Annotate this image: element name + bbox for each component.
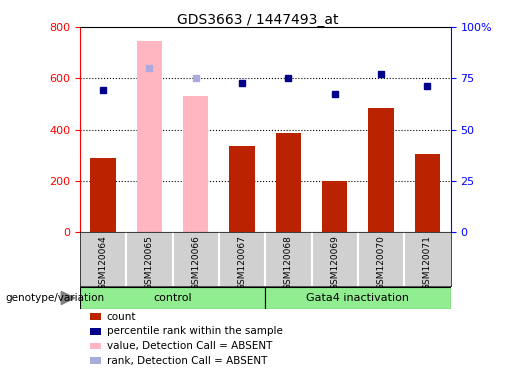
- Polygon shape: [61, 291, 75, 305]
- Bar: [415, 154, 440, 232]
- Text: GSM120064: GSM120064: [98, 235, 108, 290]
- Bar: [136, 41, 162, 232]
- Text: percentile rank within the sample: percentile rank within the sample: [107, 326, 283, 336]
- Bar: [322, 181, 348, 232]
- Text: GSM120070: GSM120070: [376, 235, 386, 290]
- Text: genotype/variation: genotype/variation: [5, 293, 104, 303]
- Text: GDS3663 / 1447493_at: GDS3663 / 1447493_at: [177, 13, 338, 27]
- Text: rank, Detection Call = ABSENT: rank, Detection Call = ABSENT: [107, 356, 267, 366]
- Bar: [368, 108, 394, 232]
- Bar: [229, 146, 255, 232]
- Text: GSM120069: GSM120069: [330, 235, 339, 290]
- Bar: [265, 287, 451, 309]
- Bar: [80, 287, 265, 309]
- Text: count: count: [107, 312, 136, 322]
- Text: Gata4 inactivation: Gata4 inactivation: [306, 293, 409, 303]
- Bar: [183, 96, 209, 232]
- Bar: [276, 134, 301, 232]
- Text: control: control: [153, 293, 192, 303]
- Text: GSM120066: GSM120066: [191, 235, 200, 290]
- Bar: [90, 158, 116, 232]
- Text: value, Detection Call = ABSENT: value, Detection Call = ABSENT: [107, 341, 272, 351]
- Text: GSM120067: GSM120067: [237, 235, 247, 290]
- Text: GSM120068: GSM120068: [284, 235, 293, 290]
- Text: GSM120065: GSM120065: [145, 235, 154, 290]
- Text: GSM120071: GSM120071: [423, 235, 432, 290]
